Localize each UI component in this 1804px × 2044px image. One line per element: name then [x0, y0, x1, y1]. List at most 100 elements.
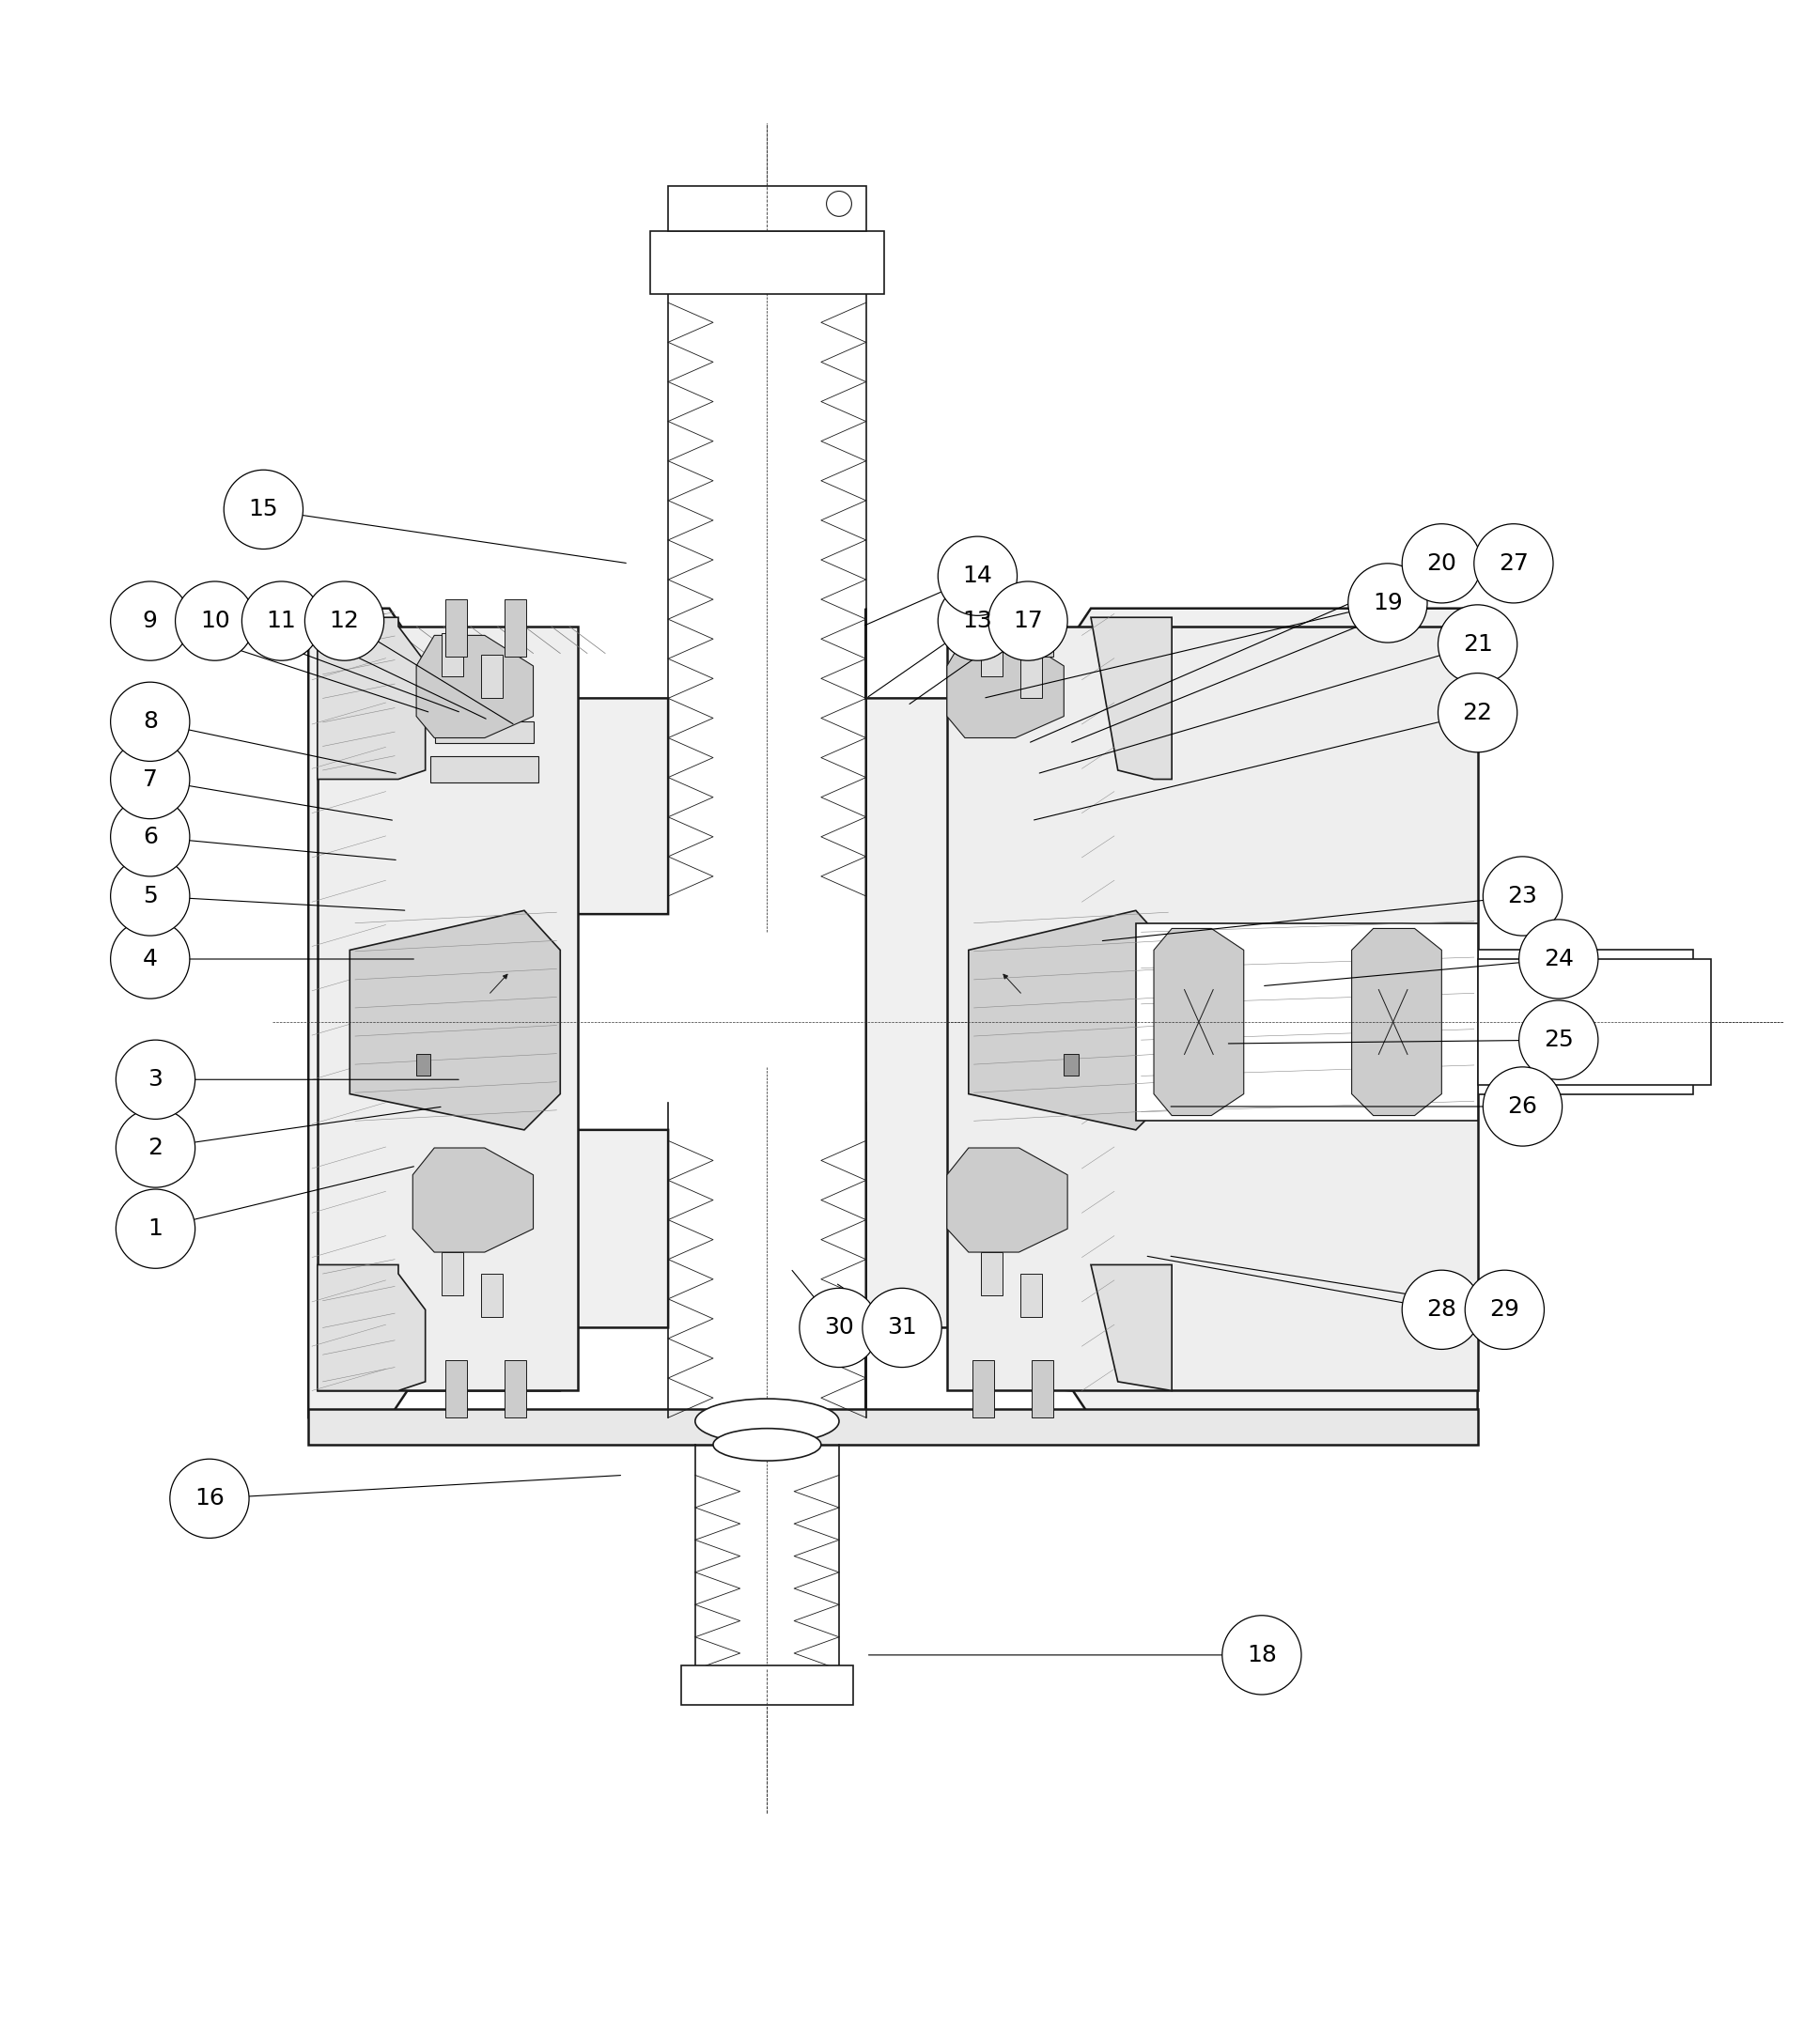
Text: 15: 15: [249, 499, 278, 521]
FancyBboxPatch shape: [1064, 1055, 1079, 1075]
FancyBboxPatch shape: [1032, 599, 1054, 656]
Polygon shape: [1091, 617, 1173, 779]
Circle shape: [110, 920, 189, 1000]
Circle shape: [110, 740, 189, 820]
Text: 11: 11: [267, 609, 296, 632]
Text: 21: 21: [1463, 634, 1492, 656]
FancyBboxPatch shape: [1477, 950, 1694, 1094]
Circle shape: [305, 580, 384, 660]
Ellipse shape: [713, 1429, 821, 1461]
FancyBboxPatch shape: [1032, 1359, 1054, 1419]
Circle shape: [175, 580, 254, 660]
Circle shape: [1483, 1067, 1562, 1147]
FancyBboxPatch shape: [1477, 959, 1712, 1085]
Text: 7: 7: [143, 769, 157, 791]
Text: 31: 31: [888, 1316, 916, 1339]
Text: 3: 3: [148, 1069, 162, 1091]
Text: 22: 22: [1463, 701, 1492, 724]
Polygon shape: [947, 1149, 1068, 1253]
Polygon shape: [350, 910, 561, 1130]
Circle shape: [989, 580, 1068, 660]
Circle shape: [1483, 856, 1562, 936]
Polygon shape: [318, 625, 579, 1390]
Text: 20: 20: [1427, 552, 1456, 574]
FancyBboxPatch shape: [446, 599, 467, 656]
Text: 2: 2: [148, 1136, 162, 1159]
Polygon shape: [969, 910, 1173, 1130]
Polygon shape: [413, 1149, 534, 1253]
Text: 28: 28: [1427, 1298, 1456, 1320]
FancyBboxPatch shape: [446, 1359, 467, 1419]
FancyBboxPatch shape: [667, 186, 866, 231]
Polygon shape: [866, 609, 1477, 1419]
Circle shape: [1438, 605, 1517, 685]
Circle shape: [1438, 672, 1517, 752]
Text: 12: 12: [330, 609, 359, 632]
Circle shape: [862, 1288, 942, 1367]
Text: 6: 6: [143, 826, 157, 848]
Circle shape: [110, 797, 189, 877]
FancyBboxPatch shape: [435, 722, 534, 744]
Text: 8: 8: [143, 711, 157, 734]
Circle shape: [224, 470, 303, 550]
Circle shape: [242, 580, 321, 660]
Text: 1: 1: [148, 1218, 162, 1241]
FancyBboxPatch shape: [1021, 656, 1043, 699]
FancyBboxPatch shape: [431, 756, 539, 783]
Text: 25: 25: [1544, 1028, 1573, 1051]
Polygon shape: [417, 636, 534, 738]
FancyBboxPatch shape: [981, 634, 1003, 677]
Text: 27: 27: [1499, 552, 1528, 574]
Polygon shape: [318, 1265, 426, 1390]
FancyBboxPatch shape: [482, 1273, 503, 1316]
Text: 16: 16: [195, 1488, 224, 1511]
FancyBboxPatch shape: [442, 1253, 464, 1296]
Text: 17: 17: [1014, 609, 1043, 632]
Circle shape: [1519, 1000, 1598, 1079]
Text: 19: 19: [1373, 591, 1402, 615]
Polygon shape: [308, 1408, 1477, 1445]
Polygon shape: [308, 609, 667, 1419]
Text: 23: 23: [1508, 885, 1537, 908]
Text: 5: 5: [143, 885, 157, 908]
Circle shape: [799, 1288, 879, 1367]
Text: 26: 26: [1508, 1096, 1537, 1118]
FancyBboxPatch shape: [505, 1359, 527, 1419]
Text: 4: 4: [143, 948, 157, 971]
Text: 10: 10: [200, 609, 229, 632]
FancyBboxPatch shape: [1021, 1273, 1043, 1316]
Circle shape: [1348, 564, 1427, 642]
Polygon shape: [318, 617, 426, 779]
Circle shape: [110, 856, 189, 936]
Circle shape: [938, 580, 1017, 660]
Polygon shape: [947, 636, 1064, 738]
FancyBboxPatch shape: [972, 599, 994, 656]
Polygon shape: [1155, 928, 1243, 1116]
Text: 13: 13: [963, 609, 992, 632]
Circle shape: [1474, 523, 1553, 603]
FancyBboxPatch shape: [505, 599, 527, 656]
Polygon shape: [1137, 924, 1477, 1120]
Circle shape: [1519, 920, 1598, 1000]
Text: 30: 30: [824, 1316, 853, 1339]
Polygon shape: [1091, 1265, 1173, 1390]
Circle shape: [170, 1459, 249, 1539]
Text: 18: 18: [1247, 1643, 1277, 1666]
Circle shape: [1402, 523, 1481, 603]
FancyBboxPatch shape: [680, 1666, 853, 1705]
Text: 9: 9: [143, 609, 157, 632]
Circle shape: [115, 1190, 195, 1269]
Circle shape: [110, 683, 189, 760]
Circle shape: [110, 580, 189, 660]
Text: 29: 29: [1490, 1298, 1519, 1320]
FancyBboxPatch shape: [442, 634, 464, 677]
Circle shape: [826, 192, 851, 217]
FancyBboxPatch shape: [649, 231, 884, 294]
Text: 24: 24: [1544, 948, 1573, 971]
Circle shape: [115, 1108, 195, 1188]
FancyBboxPatch shape: [972, 1359, 994, 1419]
Circle shape: [1402, 1269, 1481, 1349]
FancyBboxPatch shape: [417, 1055, 431, 1075]
Circle shape: [115, 1040, 195, 1120]
FancyBboxPatch shape: [482, 656, 503, 699]
